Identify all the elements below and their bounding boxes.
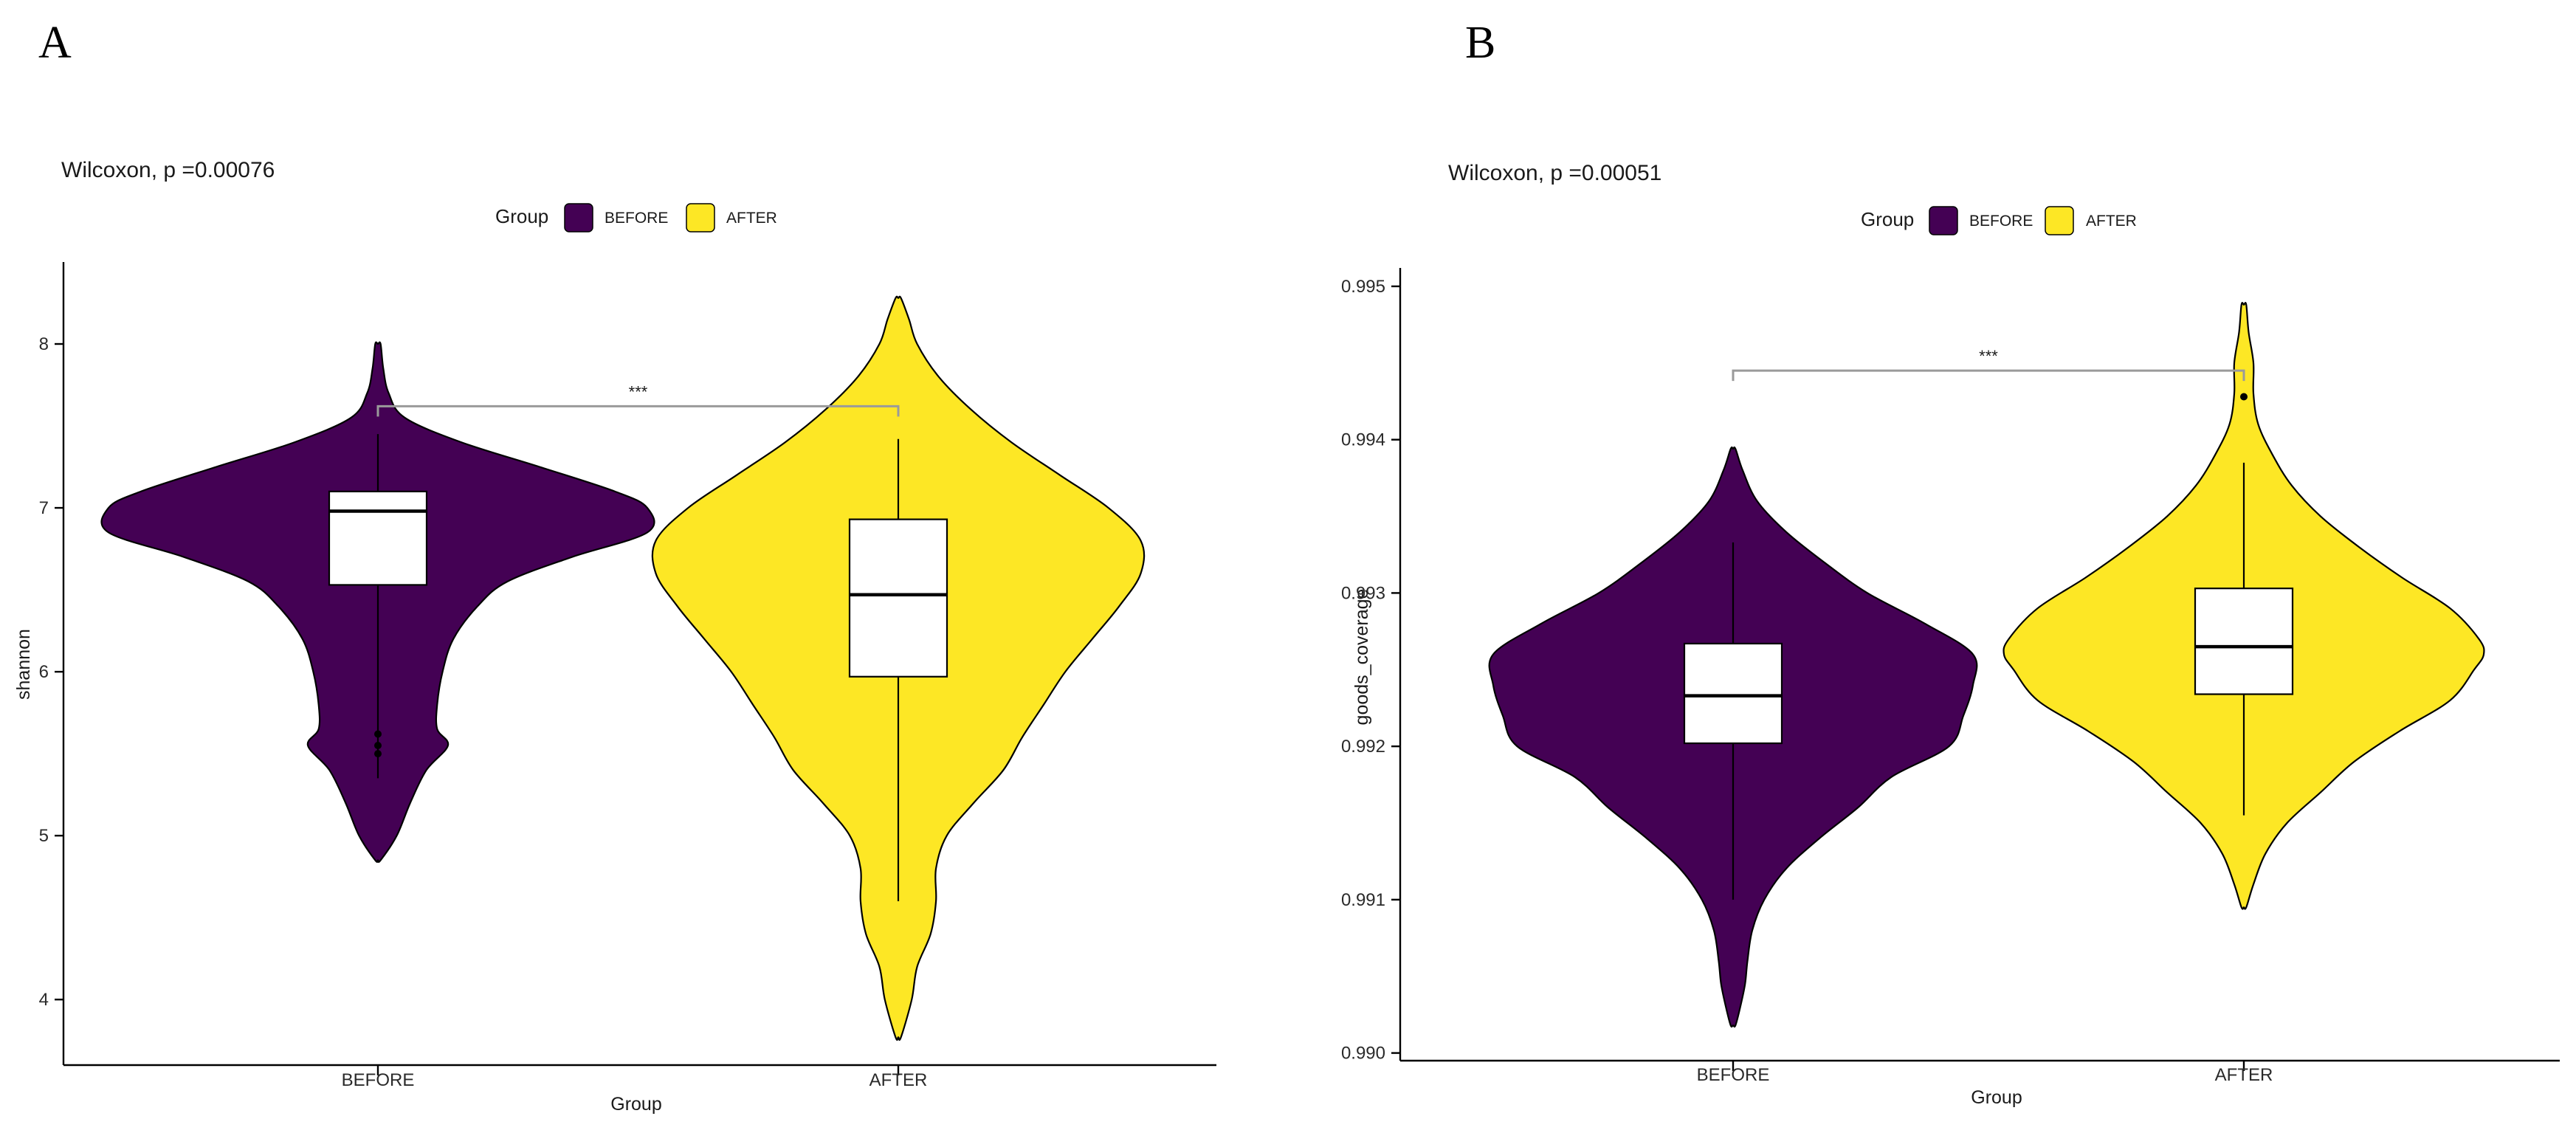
y-tick-label: 0.990 (1341, 1044, 1385, 1064)
panel-a-legend-key-after (686, 203, 715, 233)
panel-b-legend-key-after (2045, 206, 2074, 235)
panel-a-x-tick-label-before: BEFORE (342, 1070, 415, 1090)
significance-stars: *** (1979, 347, 1998, 365)
panel-a-legend-title: Group (495, 205, 548, 227)
panel-a-shannon: A Wilcoxon, p =0.00076 Group BEFORE AFTE… (13, 18, 1216, 1115)
panel-a-legend-key-before (564, 203, 593, 233)
panel-b-y-ticks: 0.990 0.991 0.992 0.993 0.994 0.995 (1341, 277, 1400, 1064)
significance-bracket (1732, 369, 2245, 382)
panel-a-legend-label-after: AFTER (726, 210, 777, 227)
panel-a-legend: Group BEFORE AFTER (495, 203, 777, 233)
box-before (1683, 642, 1783, 745)
panel-b-x-tick-label-after: AFTER (2215, 1065, 2273, 1085)
panel-b-x-axis-title: Group (1971, 1087, 2022, 1108)
box-before (328, 490, 428, 586)
y-tick-label: 0.995 (1341, 277, 1385, 297)
panel-b-legend: Group BEFORE AFTER (1861, 206, 2137, 235)
outlier-point (2240, 393, 2248, 401)
y-tick-label: 4 (39, 990, 49, 1010)
y-tick-label: 0.991 (1341, 890, 1385, 910)
y-tick-label: 0.994 (1341, 430, 1385, 450)
panel-b-plot-area: *** (1488, 302, 2485, 1028)
box-after (848, 518, 948, 678)
panel-b-y-axis-title: goods_coverage (1351, 589, 1372, 726)
panel-b-legend-key-before (1929, 206, 1958, 235)
outlier-point (374, 742, 382, 750)
panel-a-y-ticks: 4 5 6 7 8 (39, 334, 63, 1010)
y-tick-label: 7 (39, 498, 49, 518)
panel-b-x-tick-label-before: BEFORE (1697, 1065, 1770, 1085)
y-tick-label: 0.993 (1341, 583, 1385, 603)
significance-stars: *** (629, 382, 648, 401)
panel-a-plot-area: *** (100, 295, 1146, 1041)
panel-b-legend-title: Group (1861, 208, 1914, 230)
panel-a-y-axis-title: shannon (13, 629, 34, 700)
outlier-point (374, 730, 382, 738)
box-after (2194, 588, 2294, 695)
panel-b-legend-label-after: AFTER (2086, 213, 2137, 230)
panel-b-goods-coverage: B Wilcoxon, p =0.00051 Group BEFORE AFTE… (1341, 18, 2560, 1108)
panel-a-label: A (38, 18, 72, 68)
y-tick-label: 8 (39, 334, 49, 354)
y-tick-label: 6 (39, 662, 49, 682)
y-tick-label: 5 (39, 826, 49, 846)
y-tick-label: 0.992 (1341, 737, 1385, 757)
panel-a-x-tick-label-after: AFTER (869, 1070, 928, 1090)
panel-a-legend-label-before: BEFORE (605, 210, 668, 227)
significance-bracket (376, 404, 900, 417)
panel-b-subtitle: Wilcoxon, p =0.00051 (1448, 161, 1661, 185)
panel-b-label: B (1465, 18, 1495, 68)
outlier-point (374, 750, 382, 758)
panel-a-subtitle: Wilcoxon, p =0.00076 (61, 158, 275, 182)
panel-a-x-axis-title: Group (610, 1094, 661, 1115)
panel-b-legend-label-before: BEFORE (1969, 213, 2033, 230)
